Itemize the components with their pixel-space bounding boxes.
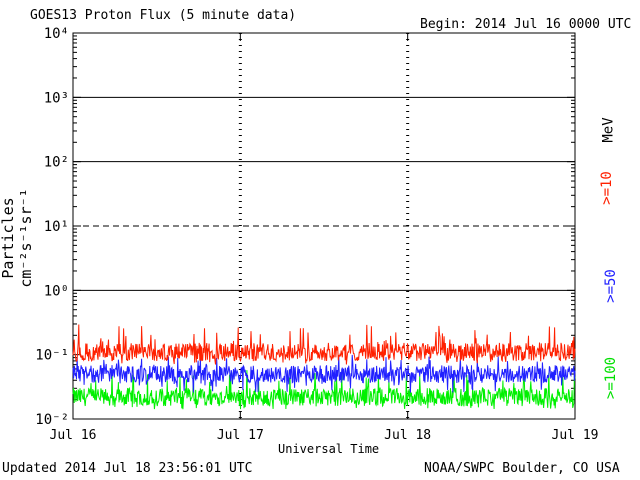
series-gte50 — [72, 354, 576, 393]
updated-time: Updated 2014 Jul 18 23:56:01 UTC — [2, 461, 253, 476]
x-tick-label: Jul 17 — [217, 428, 264, 443]
x-tick-label: Jul 18 — [384, 428, 431, 443]
series-gte100 — [72, 370, 576, 410]
y-tick-label: 10⁴ — [44, 26, 69, 42]
y-tick-label: 10³ — [44, 90, 69, 106]
chart-title: GOES13 Proton Flux (5 minute data) — [30, 8, 297, 23]
x-tick-label: Jul 19 — [552, 428, 599, 443]
y-tick-label: 10⁰ — [44, 283, 69, 299]
x-axis-label: Universal Time — [278, 442, 380, 456]
y-tick-label: 10⁻² — [35, 412, 69, 428]
series-gte10 — [72, 324, 576, 365]
y-tick-label: 10¹ — [44, 219, 69, 235]
credit-text: NOAA/SWPC Boulder, CO USA — [424, 461, 620, 476]
y-tick-label: 10² — [44, 155, 69, 171]
x-tick-label: Jul 16 — [50, 428, 97, 443]
y-tick-label: 10⁻¹ — [35, 348, 69, 364]
begin-time: Begin: 2014 Jul 16 0000 UTC — [420, 17, 632, 32]
